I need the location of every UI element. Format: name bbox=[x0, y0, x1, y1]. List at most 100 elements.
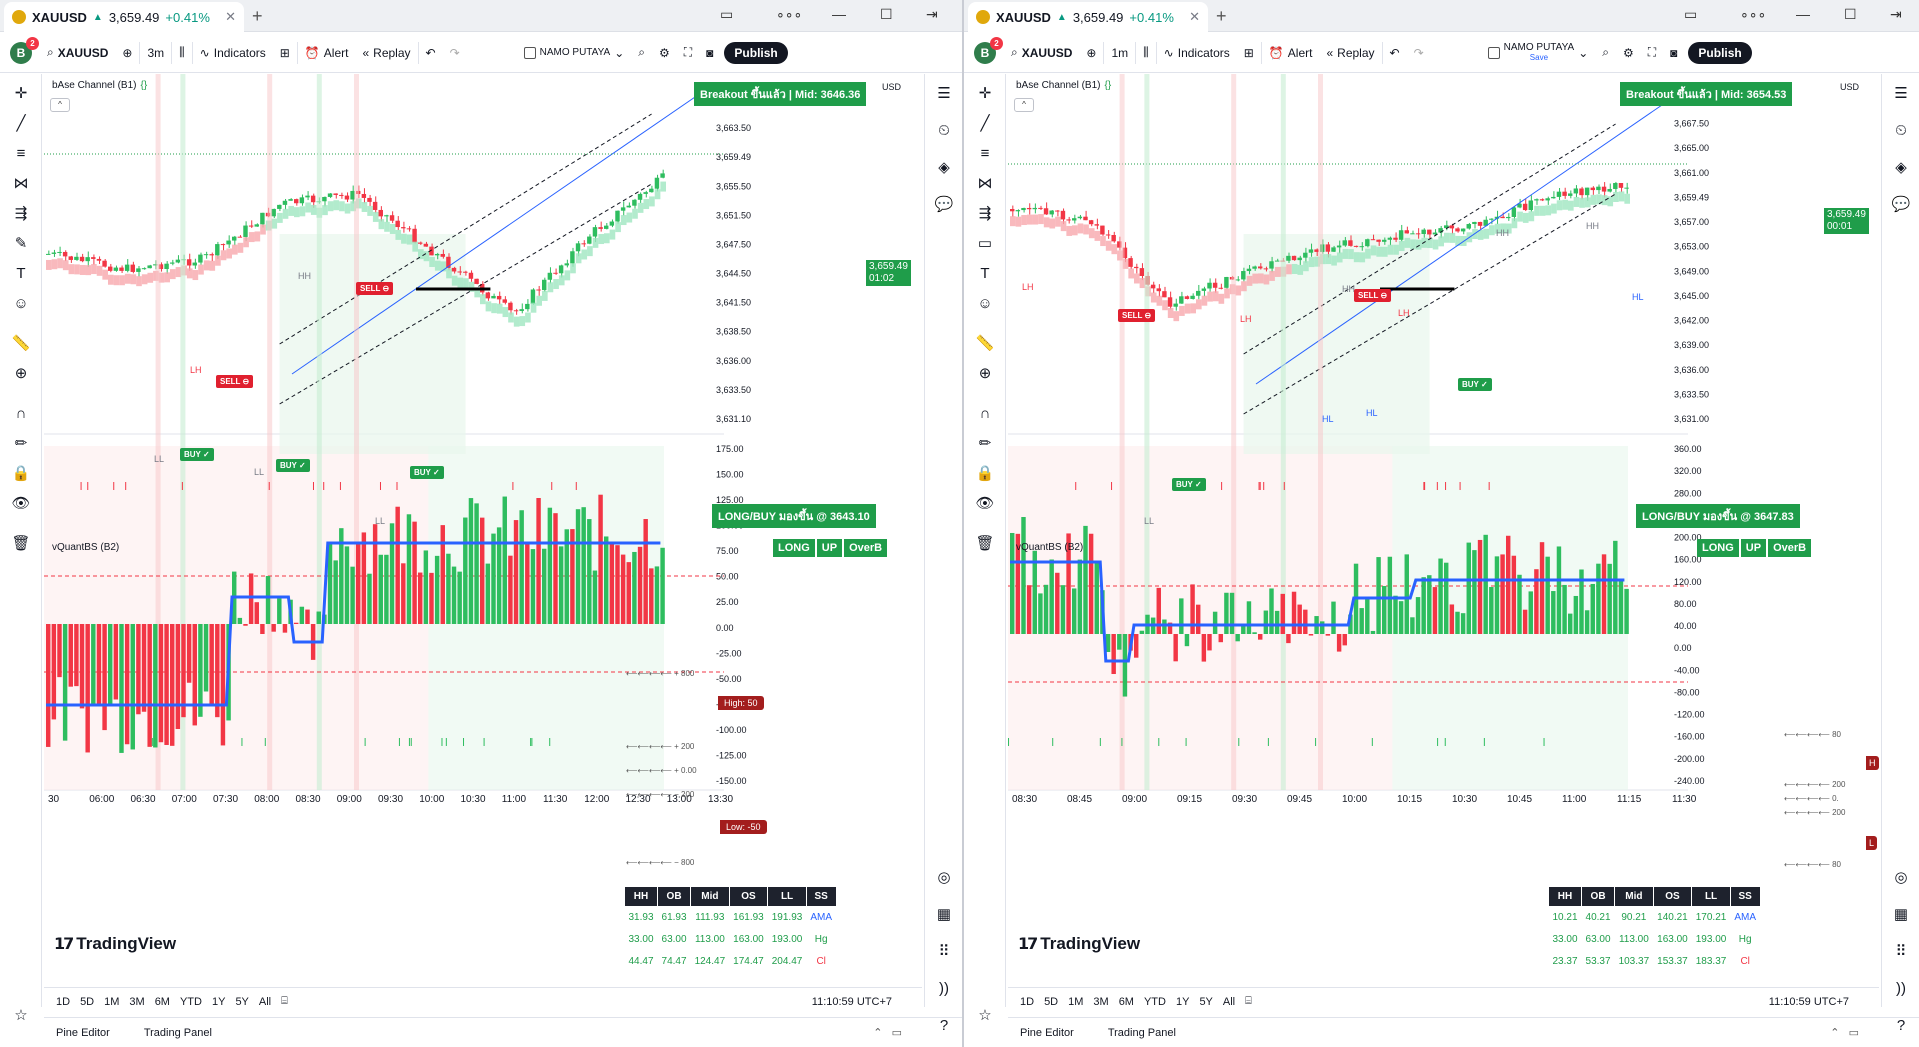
layout-button[interactable]: NAMO PUTAYA Save ⌄ bbox=[1481, 42, 1596, 63]
range-5d[interactable]: 5D bbox=[1044, 995, 1059, 1008]
pattern-icon[interactable]: ⋈ bbox=[977, 175, 993, 192]
watchlist-icon[interactable]: ☰ bbox=[1894, 85, 1908, 102]
screen-icon[interactable]: ▭ bbox=[1684, 6, 1698, 22]
range-6m[interactable]: 6M bbox=[154, 995, 170, 1008]
magnet-icon[interactable]: ∩ bbox=[15, 404, 27, 422]
publish-button[interactable]: Publish bbox=[724, 41, 788, 64]
trash-icon[interactable]: 🗑 bbox=[975, 535, 995, 552]
chart-type-icon[interactable]: ⫼ bbox=[1143, 45, 1149, 59]
target-icon[interactable]: ◎ bbox=[937, 869, 951, 886]
trading-panel-tab[interactable]: Trading Panel bbox=[143, 1026, 212, 1039]
trash-icon[interactable]: 🗑 bbox=[11, 535, 31, 552]
calendar-icon[interactable]: ▦ bbox=[1893, 906, 1909, 923]
emoji-icon[interactable]: ☺ bbox=[13, 294, 29, 312]
currency-label[interactable]: USD bbox=[1840, 82, 1860, 92]
chart-canvas[interactable]: 3,670.003,667.503,665.003,661.003,659.49… bbox=[1008, 74, 1879, 964]
add-symbol-button[interactable]: ⊕ bbox=[1086, 45, 1097, 60]
range-5y[interactable]: 5Y bbox=[235, 995, 249, 1008]
range-1d[interactable]: 1D bbox=[56, 995, 71, 1008]
pattern-icon[interactable]: ⋈ bbox=[13, 175, 29, 192]
ruler-icon[interactable]: 📏 bbox=[11, 335, 31, 352]
more-icon[interactable]: ∘∘∘ bbox=[1740, 6, 1767, 22]
undo-icon[interactable]: ↶ bbox=[425, 45, 436, 60]
more-icon[interactable]: ∘∘∘ bbox=[776, 6, 803, 22]
close-tab-icon[interactable]: ✕ bbox=[1189, 9, 1200, 24]
interval-button[interactable]: 1m bbox=[1111, 45, 1129, 60]
lock-icon[interactable]: 🔒 bbox=[11, 465, 31, 482]
buy-signal[interactable]: BUY ✓ bbox=[1458, 378, 1492, 391]
text-icon[interactable]: T bbox=[16, 264, 26, 282]
chart-canvas[interactable]: 3,667.503,663.503,659.493,655.503,651.50… bbox=[44, 74, 920, 964]
chat-icon[interactable]: 💬 bbox=[934, 196, 954, 213]
symbol-search[interactable]: ⌕ XAUUSD bbox=[40, 45, 115, 60]
rectangle-icon[interactable]: ▭ bbox=[977, 235, 993, 252]
templates-icon[interactable]: ⊞ bbox=[1243, 45, 1254, 60]
fib-icon[interactable]: ≡ bbox=[980, 144, 990, 162]
redo-icon[interactable]: ↷ bbox=[1413, 45, 1424, 60]
apps-icon[interactable]: ⠿ bbox=[938, 943, 950, 960]
zoom-icon[interactable]: ⊕ bbox=[14, 365, 28, 382]
quick-search-icon[interactable]: ⌕ bbox=[638, 45, 645, 59]
brush-icon[interactable]: ✎ bbox=[14, 235, 28, 252]
trendline-icon[interactable]: ╱ bbox=[16, 115, 26, 132]
maximize-icon[interactable]: ☐ bbox=[1844, 6, 1857, 22]
trendline-icon[interactable]: ╱ bbox=[980, 115, 990, 132]
indicators-button[interactable]: ∿ Indicators bbox=[193, 46, 273, 60]
range-1m[interactable]: 1M bbox=[1068, 995, 1084, 1008]
magnet-icon[interactable]: ∩ bbox=[979, 404, 991, 422]
calendar-icon[interactable]: ▦ bbox=[936, 906, 952, 923]
buy-signal[interactable]: BUY ✓ bbox=[180, 448, 214, 461]
fullscreen-icon[interactable]: ⛶ bbox=[683, 45, 693, 59]
clock-timezone[interactable]: 11:10:59 UTC+7 bbox=[811, 995, 892, 1008]
fullscreen-icon[interactable]: ⛶ bbox=[1647, 45, 1657, 59]
star-icon[interactable]: ☆ bbox=[978, 1007, 992, 1024]
sell-signal[interactable]: SELL ⊖ bbox=[1118, 309, 1156, 322]
settings-icon[interactable]: ⚙ bbox=[1623, 45, 1634, 60]
zoom-icon[interactable]: ⊕ bbox=[978, 365, 992, 382]
chevron-up-icon[interactable]: ⌃ ▭ bbox=[873, 1027, 902, 1039]
templates-icon[interactable]: ⊞ bbox=[279, 45, 290, 60]
range-ytd[interactable]: YTD bbox=[1143, 995, 1166, 1008]
range-all[interactable]: All bbox=[258, 995, 272, 1008]
forecast-icon[interactable]: ⇶ bbox=[14, 205, 28, 222]
trading-panel-tab[interactable]: Trading Panel bbox=[1107, 1026, 1176, 1039]
collapse-icon[interactable]: ^ bbox=[50, 98, 70, 112]
minimize-icon[interactable]: — bbox=[832, 6, 846, 22]
exit-icon[interactable]: ⇥ bbox=[926, 6, 938, 22]
range-6m[interactable]: 6M bbox=[1118, 995, 1134, 1008]
browser-tab[interactable]: XAUUSD ▲ 3,659.49 +0.41% ✕ bbox=[968, 2, 1208, 32]
redo-icon[interactable]: ↷ bbox=[449, 45, 460, 60]
screen-icon[interactable]: ▭ bbox=[720, 6, 734, 22]
buy-signal[interactable]: BUY ✓ bbox=[276, 459, 310, 472]
help-icon[interactable]: ? bbox=[939, 1016, 949, 1034]
browser-tab[interactable]: XAUUSD ▲ 3,659.49 +0.41% ✕ bbox=[4, 2, 244, 32]
minimize-icon[interactable]: — bbox=[1796, 6, 1810, 22]
sell-signal[interactable]: SELL ⊖ bbox=[1354, 289, 1392, 302]
watchlist-icon[interactable]: ☰ bbox=[937, 85, 951, 102]
camera-icon[interactable]: ◙ bbox=[706, 45, 714, 60]
help-icon[interactable]: ? bbox=[1896, 1016, 1906, 1034]
pine-editor-tab[interactable]: Pine Editor bbox=[56, 1026, 110, 1039]
apps-icon[interactable]: ⠿ bbox=[1895, 943, 1907, 960]
clock-timezone[interactable]: 11:10:59 UTC+7 bbox=[1768, 995, 1849, 1008]
chevron-up-icon[interactable]: ⌃ ▭ bbox=[1830, 1027, 1859, 1039]
add-symbol-button[interactable]: ⊕ bbox=[122, 45, 133, 60]
chart-area[interactable]: 3,670.003,667.503,665.003,661.003,659.49… bbox=[1008, 74, 1879, 964]
maximize-icon[interactable]: ☐ bbox=[880, 6, 893, 22]
camera-icon[interactable]: ◙ bbox=[1670, 45, 1678, 60]
broadcast-icon[interactable]: )) bbox=[939, 979, 949, 997]
buy-signal[interactable]: BUY ✓ bbox=[410, 466, 444, 479]
layout-button[interactable]: NAMO PUTAYA ⌄ bbox=[517, 46, 632, 60]
layers-icon[interactable]: ◈ bbox=[1895, 159, 1907, 176]
indicators-button[interactable]: ∿ Indicators bbox=[1157, 46, 1237, 60]
collapse-icon[interactable]: ^ bbox=[1014, 98, 1034, 112]
emoji-icon[interactable]: ☺ bbox=[977, 294, 993, 312]
undo-icon[interactable]: ↶ bbox=[1389, 45, 1400, 60]
currency-label[interactable]: USD bbox=[882, 82, 902, 92]
pine-editor-tab[interactable]: Pine Editor bbox=[1020, 1026, 1074, 1039]
eye-icon[interactable]: 👁 bbox=[11, 495, 31, 512]
sell-signal[interactable]: SELL ⊖ bbox=[216, 375, 254, 388]
replay-button[interactable]: «Replay bbox=[355, 46, 417, 60]
exit-icon[interactable]: ⇥ bbox=[1890, 6, 1902, 22]
